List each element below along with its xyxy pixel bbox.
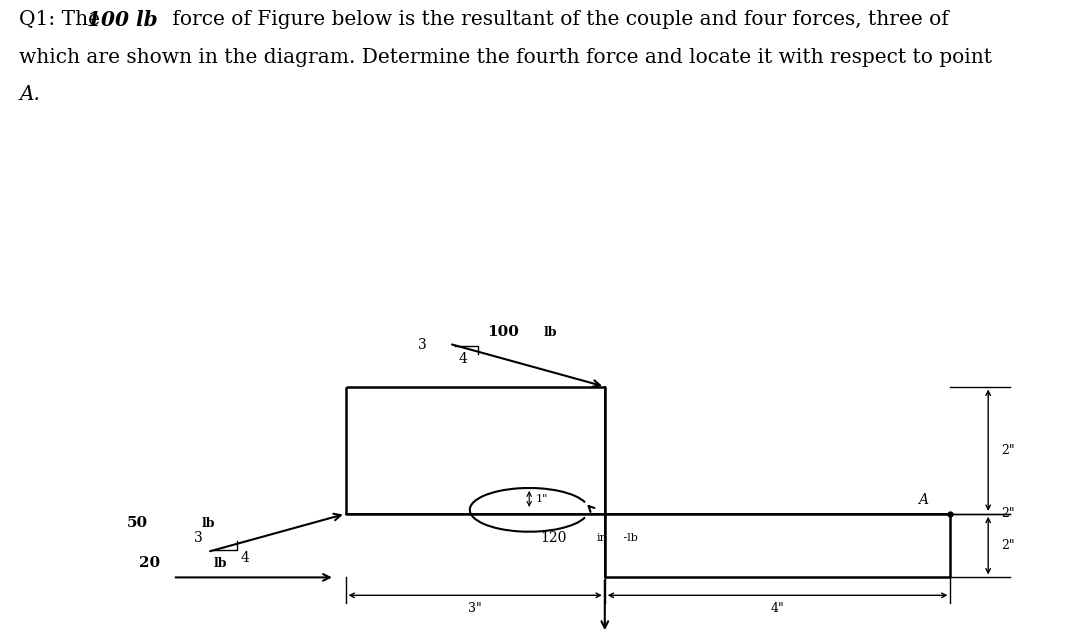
- Text: 4: 4: [459, 352, 468, 366]
- Text: A.: A.: [19, 85, 40, 104]
- Text: 100: 100: [487, 325, 519, 339]
- Text: 4: 4: [241, 551, 249, 565]
- Text: force of Figure below is the resultant of the couple and four forces, three of: force of Figure below is the resultant o…: [166, 10, 949, 29]
- Text: 2": 2": [1001, 507, 1015, 520]
- Text: 1": 1": [536, 494, 548, 504]
- Text: 3": 3": [469, 603, 482, 615]
- Text: lb: lb: [202, 517, 215, 530]
- Text: 4": 4": [771, 603, 784, 615]
- Text: 2": 2": [1001, 444, 1015, 457]
- Text: A: A: [918, 493, 929, 506]
- Text: 3: 3: [194, 531, 203, 545]
- Text: 120: 120: [540, 531, 566, 545]
- Text: in: in: [596, 533, 607, 544]
- Text: lb: lb: [543, 326, 557, 339]
- Text: -lb: -lb: [620, 533, 638, 544]
- Text: lb: lb: [214, 557, 228, 570]
- Text: 50: 50: [126, 516, 148, 530]
- Text: 2": 2": [1001, 539, 1015, 552]
- Text: which are shown in the diagram. Determine the fourth force and locate it with re: which are shown in the diagram. Determin…: [19, 48, 993, 67]
- Text: 20: 20: [138, 556, 160, 570]
- Text: Q1: The: Q1: The: [19, 10, 107, 29]
- Text: 100 lb: 100 lb: [87, 10, 159, 29]
- Text: 3: 3: [418, 338, 427, 351]
